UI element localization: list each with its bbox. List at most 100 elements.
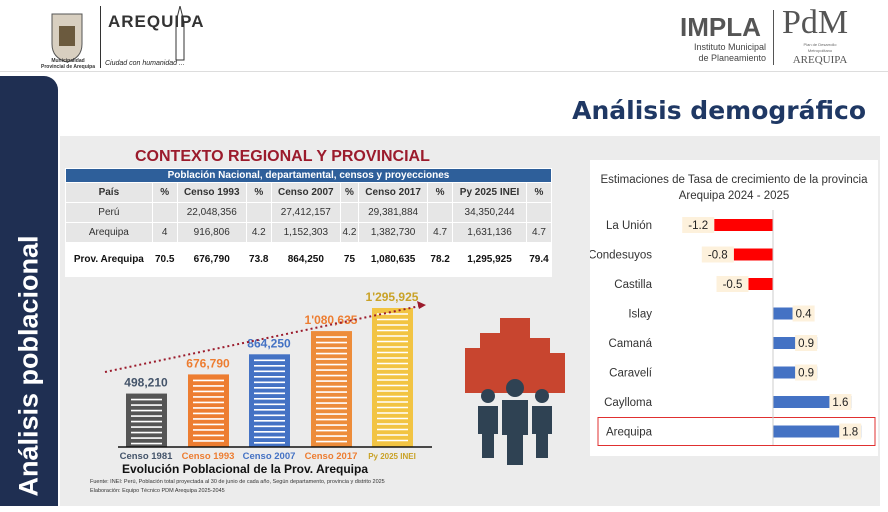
bar xyxy=(748,278,773,290)
header: Municipalidad Provincial de Arequipa ARE… xyxy=(0,0,888,72)
value-label: 1.6 xyxy=(832,397,848,409)
category-label: Camaná xyxy=(609,338,653,350)
divider xyxy=(773,10,774,65)
table-cell: 1,382,730 xyxy=(358,222,429,243)
table-cell: 70.5 xyxy=(151,242,178,277)
bar-category-label: Censo 1981 xyxy=(120,451,174,462)
table-cell: 4.2 xyxy=(339,222,360,243)
table-cell: 29,381,884 xyxy=(358,202,429,223)
pdm-subtitle: Plan de Desarrollo Metropolitano xyxy=(790,42,850,54)
bar xyxy=(311,331,352,447)
table-cell: 4.7 xyxy=(525,222,553,243)
trend-arrowhead-icon xyxy=(417,301,426,309)
bar-value-label: 676,790 xyxy=(186,356,230,370)
category-label: Arequipa xyxy=(606,427,653,439)
value-label: -0.8 xyxy=(708,250,728,262)
table-header-cell: Censo 2017 xyxy=(358,182,429,203)
bar-value-label: 1'295,925 xyxy=(366,290,419,304)
table-header-cell: Censo 2007 xyxy=(270,182,341,203)
growth-rate-chart: Estimaciones de Tasa de crecimiento de l… xyxy=(590,160,878,456)
value-label: 0.4 xyxy=(796,309,813,321)
table-caption: Población Nacional, departamental, censo… xyxy=(65,168,552,183)
pdm-sub1: Plan de Desarrollo xyxy=(803,42,837,47)
population-table: Población Nacional, departamental, censo… xyxy=(65,168,553,277)
divider xyxy=(100,6,101,68)
table-cell xyxy=(427,202,454,223)
chart-title: Evolución Poblacional de la Prov. Arequi… xyxy=(122,462,368,476)
trend-arrow xyxy=(104,305,421,373)
category-label: La Unión xyxy=(606,220,652,232)
highlight-box xyxy=(597,417,876,446)
arequipa-logo: AREQUIPA xyxy=(108,12,205,31)
bar-category-label: Censo 2017 xyxy=(305,451,358,462)
table-cell: 4 xyxy=(151,222,178,243)
pdm-sub2: Metropolitano xyxy=(807,48,833,53)
value-label-bg xyxy=(701,246,734,263)
table-header-row: País% Censo 1993% Censo 2007% Censo 2017% Py… xyxy=(65,182,553,203)
table-cell: 676,790 xyxy=(176,242,247,277)
value-label: 0.9 xyxy=(798,338,814,350)
table-header-cell: % xyxy=(151,182,178,203)
table-cell: 864,250 xyxy=(270,242,341,277)
table-cell: Prov. Arequipa xyxy=(65,242,153,277)
city-population-icon xyxy=(465,318,565,465)
table-cell: 4.2 xyxy=(245,222,272,243)
table-cell xyxy=(525,202,553,223)
value-label: 0.9 xyxy=(798,368,814,380)
bar-value-label: 864,250 xyxy=(247,336,291,350)
impla-sub2: de Planeamiento xyxy=(698,53,766,63)
table-cell xyxy=(245,202,272,223)
value-label: 1.8 xyxy=(842,427,858,439)
table-cell: 1,152,303 xyxy=(270,222,341,243)
pdm-logo: PdM xyxy=(782,4,849,41)
value-label-bg xyxy=(795,335,818,351)
value-label-bg xyxy=(716,276,749,292)
source-note: Fuente: INEI: Perú, Población total proy… xyxy=(90,479,385,485)
sidebar-label: Análisis poblacional xyxy=(13,235,44,497)
table-header-cell: Py 2025 INEI xyxy=(452,182,527,203)
bar xyxy=(773,307,793,320)
table-cell: 27,412,157 xyxy=(270,202,341,223)
table-header-cell: % xyxy=(339,182,360,203)
growth-chart-title: Estimaciones de Tasa de crecimiento de l… xyxy=(600,174,868,202)
table-cell: 1,080,635 xyxy=(358,242,429,277)
table-header-cell: % xyxy=(427,182,454,203)
table-cell: 75 xyxy=(339,242,360,277)
value-label: -1.2 xyxy=(688,220,708,232)
table-header-cell: % xyxy=(525,182,553,203)
bar-value-label: 498,210 xyxy=(124,376,168,390)
table-cell: 79.4 xyxy=(525,242,553,277)
credit-note: Elaboración: Equipo Técnico PDM Arequipa… xyxy=(90,488,225,494)
population-evolution-chart: 498,210 Censo 1981 676,790 Censo 1993 864,25… xyxy=(90,290,432,494)
value-label-bg xyxy=(839,423,862,440)
bar xyxy=(126,393,167,447)
bar xyxy=(773,425,862,438)
bar xyxy=(249,354,290,447)
table-cell: Perú xyxy=(65,202,153,223)
municipality-caption: Municipalidad Provincial de Arequipa xyxy=(41,58,95,70)
municipality-crest-icon xyxy=(51,13,83,63)
category-label: Caylloma xyxy=(604,397,653,409)
table-cell xyxy=(151,202,178,223)
value-label: -0.5 xyxy=(723,279,743,291)
bar-value-label: 1'080,635 xyxy=(305,313,358,327)
bar xyxy=(714,219,773,231)
table-header-cell: Censo 1993 xyxy=(176,182,247,203)
table-row: Perú 22,048,356 27,412,157 29,381,884 34,350… xyxy=(65,202,553,223)
table-cell: 916,806 xyxy=(176,222,247,243)
value-label-bg xyxy=(682,217,715,233)
slogan: Ciudad con humanidad ... xyxy=(105,60,185,67)
bar-category-label: Censo 2007 xyxy=(243,451,296,462)
impla-logo: IMPLA xyxy=(680,12,761,42)
bar xyxy=(733,248,773,261)
category-label: Condesuyos xyxy=(590,250,652,262)
table-cell: 73.8 xyxy=(245,242,272,277)
table-cell xyxy=(339,202,360,223)
impla-sub1: Instituto Municipal xyxy=(693,42,766,52)
impla-subtitle: Instituto Municipal de Planeamiento xyxy=(690,42,766,64)
table-cell: 4.7 xyxy=(427,222,454,243)
value-label-bg xyxy=(795,364,818,381)
bar xyxy=(372,308,413,447)
church-tower-icon xyxy=(175,6,185,61)
bar-category-label: Censo 1993 xyxy=(182,451,235,462)
